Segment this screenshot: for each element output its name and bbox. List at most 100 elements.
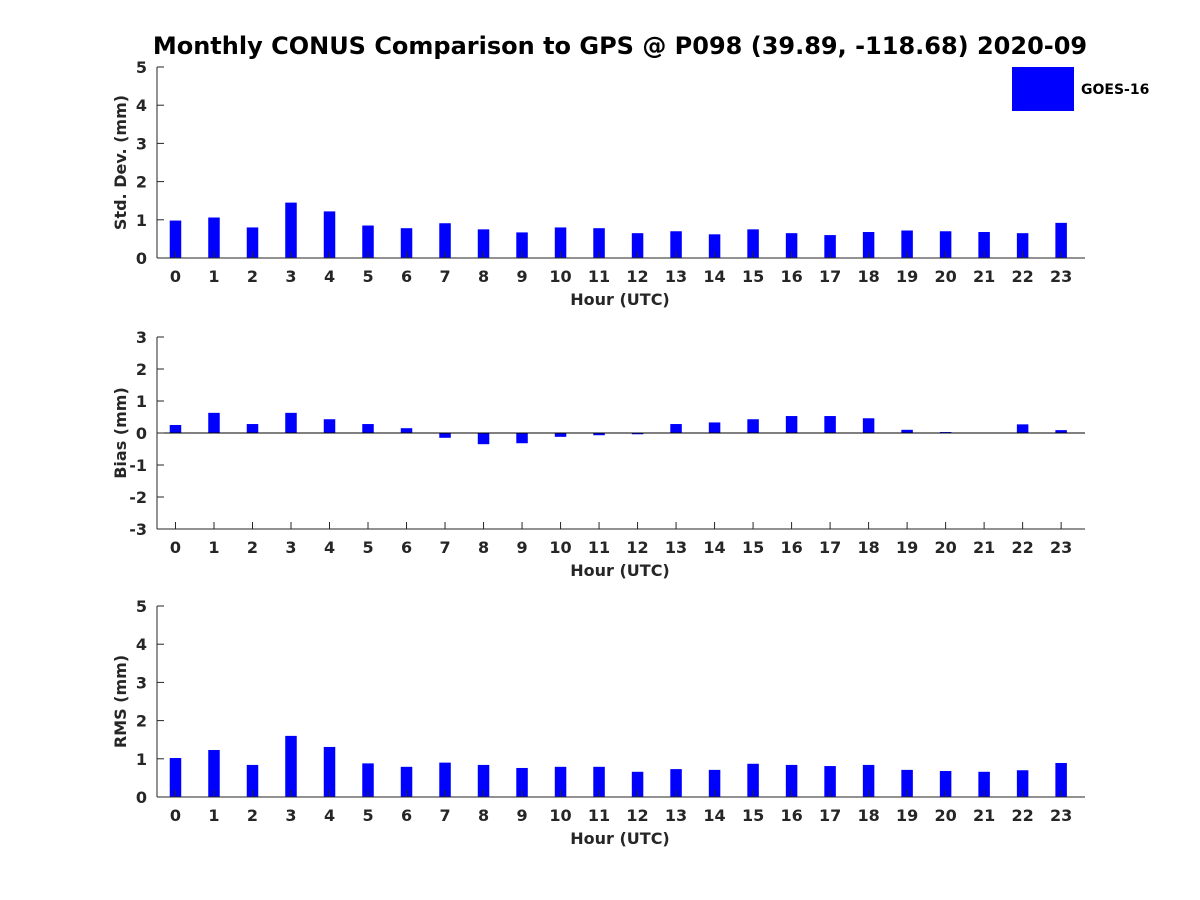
bar-hour-14 [708, 422, 721, 433]
x-tick-label: 21 [973, 267, 995, 286]
bar-hour-13 [670, 424, 682, 433]
y-tick-label: -3 [129, 520, 147, 539]
x-tick-label: 10 [549, 538, 571, 557]
bar-hour-10 [554, 433, 567, 437]
x-tick-label: 8 [478, 267, 489, 286]
bar-hour-3 [285, 202, 297, 258]
x-tick-label: 8 [478, 806, 489, 825]
x-tick-label: 20 [934, 806, 956, 825]
bar-hour-5 [362, 763, 374, 797]
x-tick-label: 4 [324, 267, 335, 286]
x-axis-label: Hour (UTC) [570, 561, 670, 580]
bar-hour-9 [516, 232, 528, 258]
bar-hour-20 [939, 771, 952, 797]
legend-label: GOES-16 [1081, 82, 1149, 98]
bar-hour-14 [708, 769, 721, 797]
x-tick-label: 4 [324, 806, 335, 825]
bar-hour-9 [516, 433, 528, 444]
bar-hour-7 [439, 433, 451, 438]
x-tick-label: 20 [934, 538, 956, 557]
y-axis-label: Bias (mm) [111, 387, 130, 479]
y-tick-label: 2 [136, 360, 147, 379]
x-tick-label: 19 [896, 538, 918, 557]
bar-hour-8 [477, 764, 490, 797]
bar-hour-21 [978, 232, 990, 258]
x-tick-label: 14 [703, 538, 725, 557]
x-tick-label: 11 [588, 267, 610, 286]
bar-hour-22 [1016, 770, 1029, 797]
x-tick-label: 6 [401, 806, 412, 825]
bar-hour-17 [824, 766, 836, 797]
bar-hour-23 [1055, 430, 1067, 433]
bar-hour-4 [323, 419, 336, 433]
y-tick-label: 1 [136, 211, 147, 230]
y-tick-label: 4 [136, 635, 147, 654]
x-tick-label: 9 [516, 806, 527, 825]
bar-hour-19 [901, 769, 913, 797]
bar-hour-0 [169, 758, 182, 797]
x-tick-label: 21 [973, 538, 995, 557]
bar-hour-17 [824, 416, 836, 433]
x-tick-label: 18 [857, 806, 879, 825]
x-tick-label: 10 [549, 806, 571, 825]
x-tick-label: 0 [170, 267, 181, 286]
y-tick-label: 2 [136, 173, 147, 192]
y-axis-label: Std. Dev. (mm) [111, 95, 130, 230]
bar-hour-5 [362, 225, 374, 258]
y-tick-label: 0 [136, 249, 147, 268]
x-tick-label: 16 [780, 806, 802, 825]
x-axis-label: Hour (UTC) [570, 290, 670, 309]
bar-hour-8 [477, 229, 490, 258]
x-tick-label: 22 [1011, 806, 1033, 825]
legend-swatch [1012, 67, 1074, 111]
bar-hour-5 [362, 424, 374, 433]
x-tick-label: 15 [742, 538, 764, 557]
x-tick-label: 5 [362, 267, 373, 286]
y-tick-label: 3 [136, 673, 147, 692]
y-tick-label: 3 [136, 134, 147, 153]
x-tick-label: 19 [896, 267, 918, 286]
x-tick-label: 23 [1050, 267, 1072, 286]
bar-hour-12 [631, 771, 644, 797]
y-axis-label: RMS (mm) [111, 655, 130, 748]
x-tick-label: 1 [208, 538, 219, 557]
x-tick-label: 13 [665, 267, 687, 286]
x-tick-label: 11 [588, 806, 610, 825]
x-tick-label: 5 [362, 538, 373, 557]
x-tick-label: 23 [1050, 538, 1072, 557]
bar-hour-9 [516, 767, 528, 797]
bar-hour-10 [554, 227, 567, 258]
y-tick-label: 3 [136, 328, 147, 347]
x-tick-label: 18 [857, 538, 879, 557]
x-tick-label: 5 [362, 806, 373, 825]
bar-hour-6 [400, 766, 413, 797]
bar-hour-22 [1016, 424, 1029, 433]
y-tick-label: -1 [129, 456, 147, 475]
bar-hour-18 [862, 232, 875, 258]
bar-hour-3 [285, 412, 297, 433]
x-tick-label: 6 [401, 267, 412, 286]
bar-hour-12 [631, 433, 644, 435]
x-tick-label: 12 [626, 806, 648, 825]
bar-hour-16 [785, 416, 798, 433]
y-tick-label: 0 [136, 424, 147, 443]
x-axis-label: Hour (UTC) [570, 829, 670, 848]
x-tick-label: 22 [1011, 538, 1033, 557]
x-tick-label: 11 [588, 538, 610, 557]
x-tick-label: 20 [934, 267, 956, 286]
y-tick-label: 0 [136, 788, 147, 807]
bar-hour-11 [593, 228, 605, 258]
x-tick-label: 13 [665, 806, 687, 825]
x-tick-label: 7 [439, 267, 450, 286]
x-tick-label: 16 [780, 267, 802, 286]
bar-hour-19 [901, 230, 913, 258]
bar-hour-16 [785, 764, 798, 797]
x-tick-label: 7 [439, 806, 450, 825]
x-tick-label: 12 [626, 267, 648, 286]
x-tick-label: 6 [401, 538, 412, 557]
